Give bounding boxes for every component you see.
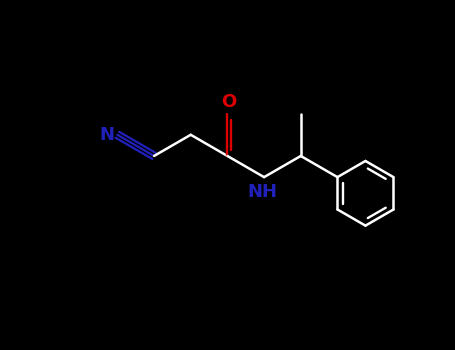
Text: O: O: [221, 93, 237, 111]
Text: NH: NH: [248, 183, 278, 201]
Text: N: N: [99, 126, 114, 144]
